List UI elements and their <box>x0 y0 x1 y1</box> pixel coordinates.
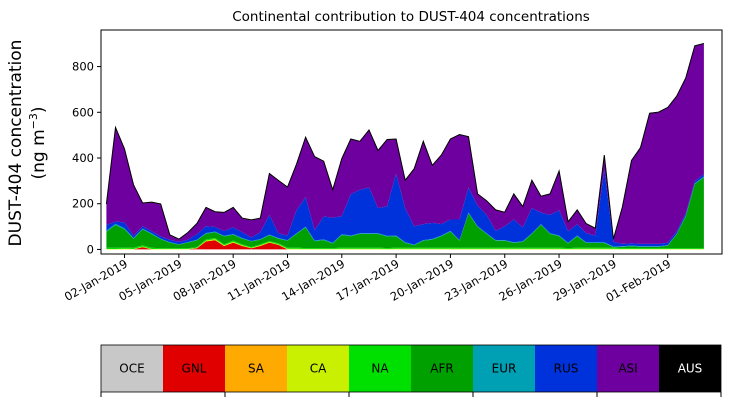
legend-label-eur: EUR <box>492 362 517 376</box>
y-tick-label: 800 <box>72 60 94 74</box>
y-tick-label: 0 <box>87 242 94 256</box>
chart-title: Continental contribution to DUST-404 con… <box>232 9 590 25</box>
y-tick-label: 200 <box>72 197 94 211</box>
legend-frame <box>100 344 722 393</box>
legend-swatch-rus <box>535 345 597 392</box>
legend-swatch-aus <box>659 345 721 392</box>
y-tick-label: 600 <box>72 105 94 119</box>
legend-swatch-asi <box>597 345 659 392</box>
plot-frame <box>100 29 723 255</box>
legend-swatch-oce <box>101 345 163 392</box>
legend-label-afr: AFR <box>430 362 453 376</box>
legend-label-gnl: GNL <box>182 362 207 376</box>
y-axis-label-line1: DUST-404 concentration <box>6 40 26 247</box>
legend: OCE GNL SA CA NA AFR EUR RUS ASI AUS <box>100 344 722 397</box>
legend-swatch-sa <box>225 345 287 392</box>
legend-label-oce: OCE <box>119 362 144 376</box>
area-asi <box>106 43 704 244</box>
legend-swatch-na <box>349 345 411 392</box>
legend-label-na: NA <box>371 362 389 376</box>
legend-swatch-afr <box>411 345 473 392</box>
legend-label-aus: AUS <box>678 362 703 376</box>
legend-label-asi: ASI <box>618 362 637 376</box>
legend-swatch-eur <box>473 345 535 392</box>
y-axis-label-line2: (ng m−3) <box>27 106 49 179</box>
legend-label-rus: RUS <box>554 362 579 376</box>
y-tick-label: 400 <box>72 151 94 165</box>
legend-swatch-ca <box>287 345 349 392</box>
plot-area <box>105 43 705 250</box>
area-ca <box>106 239 704 250</box>
area-na <box>106 238 704 249</box>
total-outline <box>105 43 705 240</box>
legend-label-sa: SA <box>248 362 265 376</box>
legend-label-ca: CA <box>310 362 327 376</box>
legend-swatch-gnl <box>163 345 225 392</box>
area-rus <box>106 169 704 247</box>
y-axis-label: DUST-404 concentration (ng m−3) <box>6 40 49 247</box>
